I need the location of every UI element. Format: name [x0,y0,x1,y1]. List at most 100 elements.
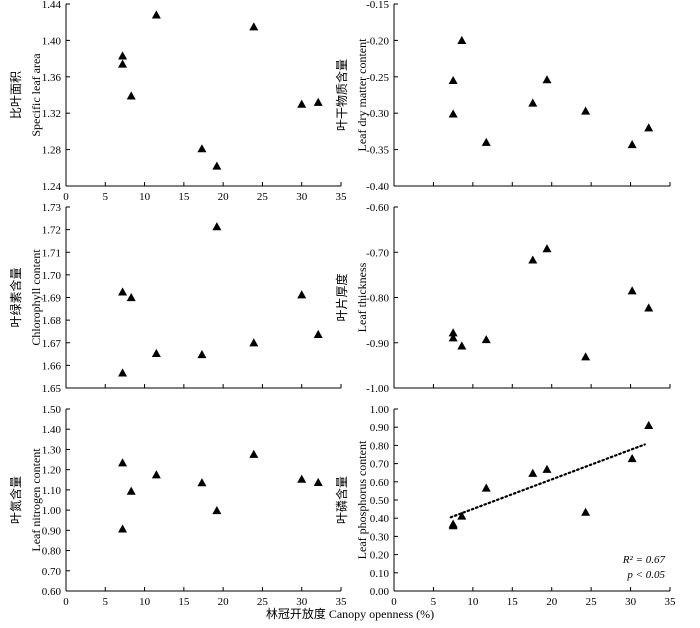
data-point [151,10,161,19]
panel-1: 1.24 1.28 1.32 1.36 1.40 1.44 0 5 10 15 20 25 30 35 比叶… [9,0,347,203]
x-tick-label: 5 [103,191,109,203]
y-tick-label: 1.50 [42,404,62,416]
data-point [542,75,552,84]
panel-4: -0.60 -0.70 -0.80 -0.90 -1.00 叶片厚度 Leaf thickn… [334,202,671,395]
y-tick-label: 0.70 [42,566,62,578]
panel-2: -0.15 -0.20 -0.25 -0.30 -0.35 -0.40 叶干物质含量 Leaf… [334,0,671,193]
data-point [581,507,591,516]
y-axis-label-cn: 叶氮含量 [8,476,23,524]
y-axis-label-en: Chlorophyll content [29,249,43,346]
data-point [627,454,637,463]
data-point [212,506,222,515]
x-tick-label: 25 [586,596,598,608]
y-tick-label: 1.32 [42,108,61,120]
y-tick-label: -0.80 [366,293,389,305]
data-point [212,222,222,231]
y-tick-label: 1.20 [42,465,62,477]
y-axis-label-en: Leaf phosphorus content [355,440,369,559]
data-point [481,335,491,344]
data-point [297,474,307,483]
y-tick-label: 1.67 [42,338,62,350]
y-tick-label: 0.80 [370,440,390,452]
y-tick-label: 1.00 [42,505,62,517]
y-tick-label: 0.60 [42,586,62,598]
y-axis-label-cn: 比叶面积 [9,71,23,119]
data-point [197,478,207,487]
data-point [197,144,207,153]
p-value-label: p < 0.05 [626,569,665,581]
y-tick-label: 0.90 [42,525,62,537]
x-tick-label: 30 [625,596,637,608]
y-tick-label: 0.60 [370,477,390,489]
trend-line [449,443,646,519]
x-tick-label: 0 [391,596,397,608]
data-point [118,368,128,377]
y-tick-label: 0.50 [370,495,390,507]
x-tick-label: 15 [507,596,519,608]
data-point [528,255,538,264]
data-point [118,59,128,68]
data-point [448,328,458,337]
y-tick-label: 1.28 [42,145,62,157]
x-tick-label: 5 [103,596,109,608]
data-point [448,109,458,118]
y-tick-label: 0.10 [370,568,390,580]
y-tick-label: 1.66 [42,360,62,372]
data-point [151,470,161,479]
data-point [581,106,591,115]
x-tick-label: 10 [139,191,151,203]
x-tick-label: 35 [336,191,348,203]
data-point [448,75,458,85]
y-tick-label: 1.44 [42,0,62,11]
x-tick-label: 20 [218,596,230,608]
data-point [457,511,467,520]
y-tick-label: -0.60 [366,202,389,214]
x-tick-label: 5 [431,596,437,608]
y-tick-label: 1.36 [42,72,62,84]
y-tick-label: 1.68 [42,315,62,327]
y-tick-label: 1.71 [42,247,61,259]
y-tick-label: 1.40 [42,35,62,47]
y-axis-label-cn: 叶干物质含量 [334,59,349,131]
y-tick-label: -0.20 [366,35,389,47]
data-point [249,338,259,347]
y-tick-label: -0.15 [366,0,389,11]
data-point [528,98,538,107]
panel-5: 0.60 0.70 0.80 0.90 1.00 1.10 1.20 1.30 1.40 1.50… [8,404,347,608]
data-point [481,483,491,492]
data-point [457,35,467,44]
y-tick-label: -0.90 [366,338,389,350]
data-point [118,287,128,296]
data-point [627,140,637,149]
x-tick-label: 20 [218,191,230,203]
data-point [581,352,591,361]
data-point [627,286,637,295]
y-tick-label: 0.20 [370,550,390,562]
x-tick-label: 10 [139,596,151,608]
data-point [313,477,323,487]
data-point [448,333,458,342]
x-tick-label: 35 [336,596,348,608]
panel-3: 1.65 1.66 1.67 1.68 1.69 1.70 1.71 1.72 1.73 叶绿素含… [8,202,342,395]
x-tick-label: 15 [178,596,190,608]
y-axis-label-en: Specific leaf area [29,53,43,137]
data-point [197,350,207,359]
data-point [644,420,654,429]
data-point [313,329,323,338]
data-point [249,22,259,31]
y-tick-label: -0.30 [366,108,389,120]
x-tick-label: 0 [63,596,69,608]
y-tick-label: 1.70 [42,270,62,282]
x-tick-label: 20 [546,596,558,608]
y-tick-label: -0.70 [366,247,389,259]
x-tick-label: 25 [257,191,269,203]
y-axis-label-cn: 叶磷含量 [334,476,349,524]
x-tick-label: 10 [467,596,479,608]
y-axis-label-en: Leaf thickness [355,262,369,332]
y-tick-label: -0.40 [366,181,389,193]
y-axis-label-cn: 叶片厚度 [334,273,349,321]
y-tick-label: -1.00 [366,383,389,395]
y-tick-label: 1.30 [42,444,62,456]
data-point [644,303,654,312]
x-tick-label: 35 [665,596,677,608]
